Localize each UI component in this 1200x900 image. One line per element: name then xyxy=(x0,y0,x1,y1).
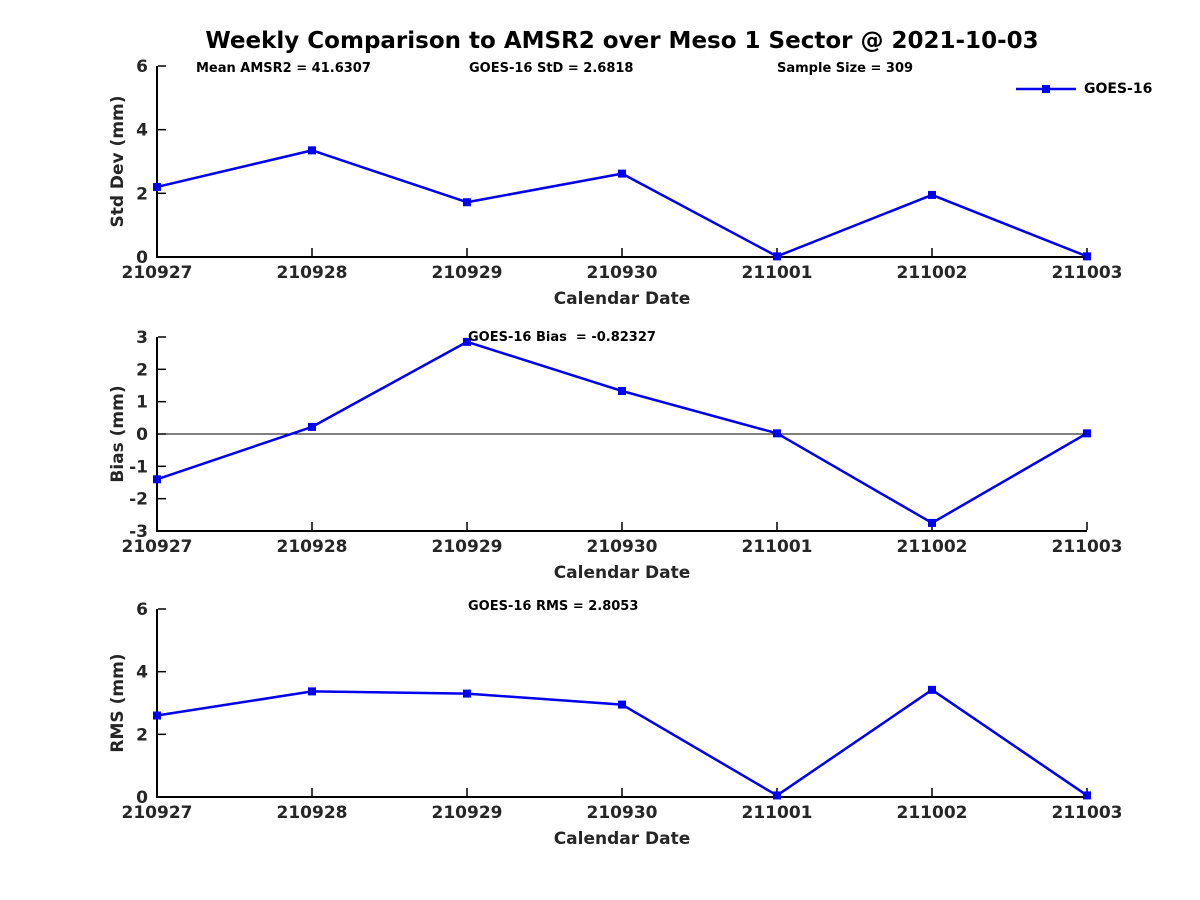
data-point-marker xyxy=(463,689,471,698)
y-tick-label: 2 xyxy=(136,360,148,380)
x-tick-label: 210929 xyxy=(432,803,503,823)
data-point-marker xyxy=(928,685,936,694)
x-tick-label: 210930 xyxy=(587,803,658,823)
x-tick-label: 210928 xyxy=(277,537,348,557)
x-tick-label: 210927 xyxy=(122,537,193,557)
y-tick-label: -3 xyxy=(129,522,148,542)
series-line-GOES-16 xyxy=(156,340,1088,525)
data-point-marker xyxy=(618,386,626,395)
x-tick-label: 211003 xyxy=(1052,263,1123,283)
x-tick-label: 210930 xyxy=(587,537,658,557)
data-point-marker xyxy=(1083,791,1091,800)
x-tick-label: 211002 xyxy=(897,537,968,557)
y-axis-label: RMS (mm) xyxy=(108,653,128,752)
data-point-marker xyxy=(463,337,471,346)
annotation-goes16-rms: GOES-16 RMS = 2.8053 xyxy=(468,599,639,614)
data-point-marker xyxy=(308,687,316,696)
data-point-marker xyxy=(928,518,936,527)
data-point-marker xyxy=(618,169,626,178)
data-point-marker xyxy=(773,252,781,261)
y-tick-label: 0 xyxy=(136,425,148,445)
x-axis-label: Calendar Date xyxy=(554,563,691,583)
page-title: Weekly Comparison to AMSR2 over Meso 1 S… xyxy=(205,28,1039,54)
y-axis-label: Std Dev (mm) xyxy=(108,95,128,227)
x-tick-label: 211001 xyxy=(742,537,813,557)
data-point-marker xyxy=(153,475,161,484)
data-point-marker xyxy=(308,146,316,155)
x-tick-label: 211001 xyxy=(742,263,813,283)
data-point-marker xyxy=(1083,429,1091,438)
data-point-marker xyxy=(308,422,316,431)
y-tick-label: 2 xyxy=(136,184,148,204)
x-tick-label: 210930 xyxy=(587,263,658,283)
data-point-marker xyxy=(618,700,626,709)
x-tick-label: 211002 xyxy=(897,263,968,283)
data-point-marker xyxy=(773,791,781,800)
x-tick-label: 210928 xyxy=(277,803,348,823)
annotation-sample-size: Sample Size = 309 xyxy=(777,61,914,76)
y-tick-label: 6 xyxy=(136,57,148,77)
axes xyxy=(156,66,1087,258)
y-tick-label: 6 xyxy=(136,600,148,620)
axes xyxy=(156,337,1087,532)
x-tick-label: 211001 xyxy=(742,803,813,823)
chart-std-dev: 0 2 4 6 210927 210928 210929 210930 211001 211002… xyxy=(108,57,1122,309)
x-tick-label: 211002 xyxy=(897,803,968,823)
x-axis-label: Calendar Date xyxy=(554,829,691,849)
y-tick-label: 3 xyxy=(136,328,148,348)
x-tick-label: 210927 xyxy=(122,803,193,823)
x-tick-label: 211003 xyxy=(1052,803,1123,823)
y-axis-label: Bias (mm) xyxy=(108,385,128,482)
y-tick-label: 0 xyxy=(136,248,148,268)
series-line-GOES-16 xyxy=(156,149,1088,258)
legend-label: GOES-16 xyxy=(1084,81,1153,97)
legend-line-sample xyxy=(1016,85,1076,93)
y-tick-label: 4 xyxy=(136,121,148,141)
x-tick-label: 210927 xyxy=(122,263,193,283)
y-tick-label: 2 xyxy=(136,725,148,745)
legend-marker-icon xyxy=(1042,85,1050,93)
y-tick-label: -1 xyxy=(129,457,148,477)
data-point-marker xyxy=(153,711,161,720)
y-tick-label: 4 xyxy=(136,663,148,683)
legend: GOES-16 xyxy=(1015,80,1152,98)
chart-bias: -3 -2 -1 0 1 2 3 210927 210928 210929 210930 211001… xyxy=(108,328,1122,583)
x-axis-label: Calendar Date xyxy=(554,289,691,309)
chart-rms: 0 2 4 6 210927 210928 210929 210930 211001 211002… xyxy=(108,600,1122,849)
data-point-marker xyxy=(463,198,471,207)
x-tick-label: 210929 xyxy=(432,263,503,283)
data-point-marker xyxy=(773,429,781,438)
y-tick-label: 0 xyxy=(136,788,148,808)
x-tick-label: 210929 xyxy=(432,537,503,557)
data-point-marker xyxy=(928,190,936,199)
data-point-marker xyxy=(153,182,161,191)
y-tick-label: 1 xyxy=(136,393,148,413)
y-tick-label: -2 xyxy=(129,490,148,510)
x-tick-label: 210928 xyxy=(277,263,348,283)
annotation-goes16-bias: GOES-16 Bias = -0.82327 xyxy=(468,330,656,345)
annotation-mean-amsr2: Mean AMSR2 = 41.6307 xyxy=(196,61,371,76)
data-point-marker xyxy=(1083,252,1091,261)
annotation-goes16-std: GOES-16 StD = 2.6818 xyxy=(469,61,634,76)
x-tick-label: 211003 xyxy=(1052,537,1123,557)
